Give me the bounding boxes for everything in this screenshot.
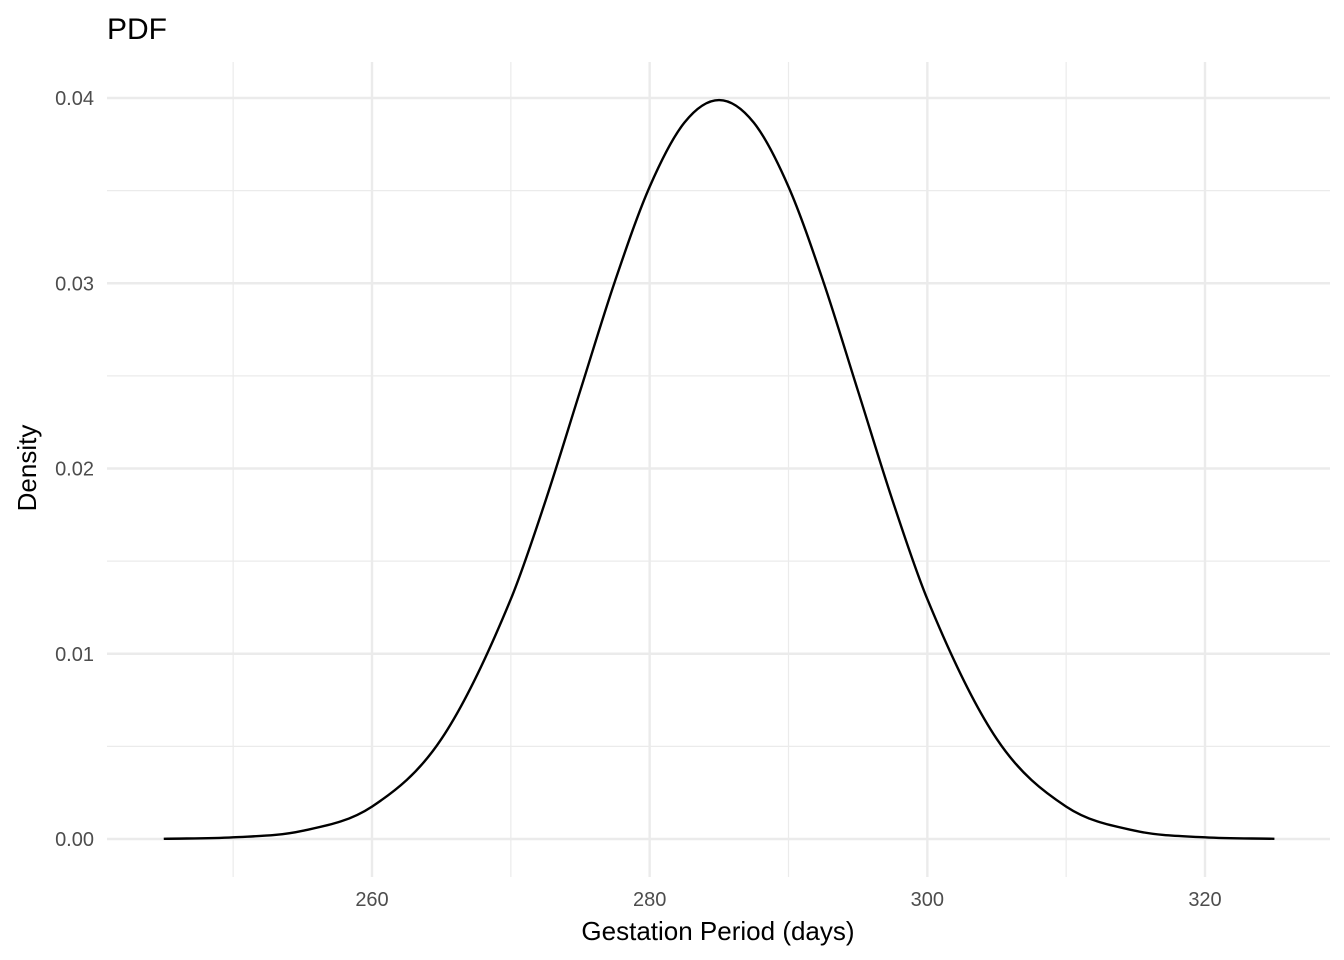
density-curve xyxy=(163,98,1275,841)
x-tick-label: 300 xyxy=(911,889,944,911)
y-tick-label: 0.00 xyxy=(55,829,94,851)
x-axis-title: Gestation Period (days) xyxy=(581,916,854,946)
curve-layer xyxy=(163,98,1275,841)
y-tick-label: 0.01 xyxy=(55,644,94,666)
x-tick-label: 280 xyxy=(633,889,666,911)
y-tick-label: 0.04 xyxy=(55,88,94,110)
y-tick-label: 0.02 xyxy=(55,459,94,481)
x-tick-label: 320 xyxy=(1188,889,1221,911)
y-tick-labels: 0.00 0.01 0.02 0.03 0.04 xyxy=(55,88,94,851)
x-tick-labels: 260 280 300 320 xyxy=(355,889,1221,911)
grid xyxy=(107,62,1330,877)
y-tick-label: 0.03 xyxy=(55,273,94,295)
chart-title: PDF xyxy=(107,13,167,46)
x-tick-label: 260 xyxy=(355,889,388,911)
y-axis-title: Density xyxy=(12,425,42,512)
